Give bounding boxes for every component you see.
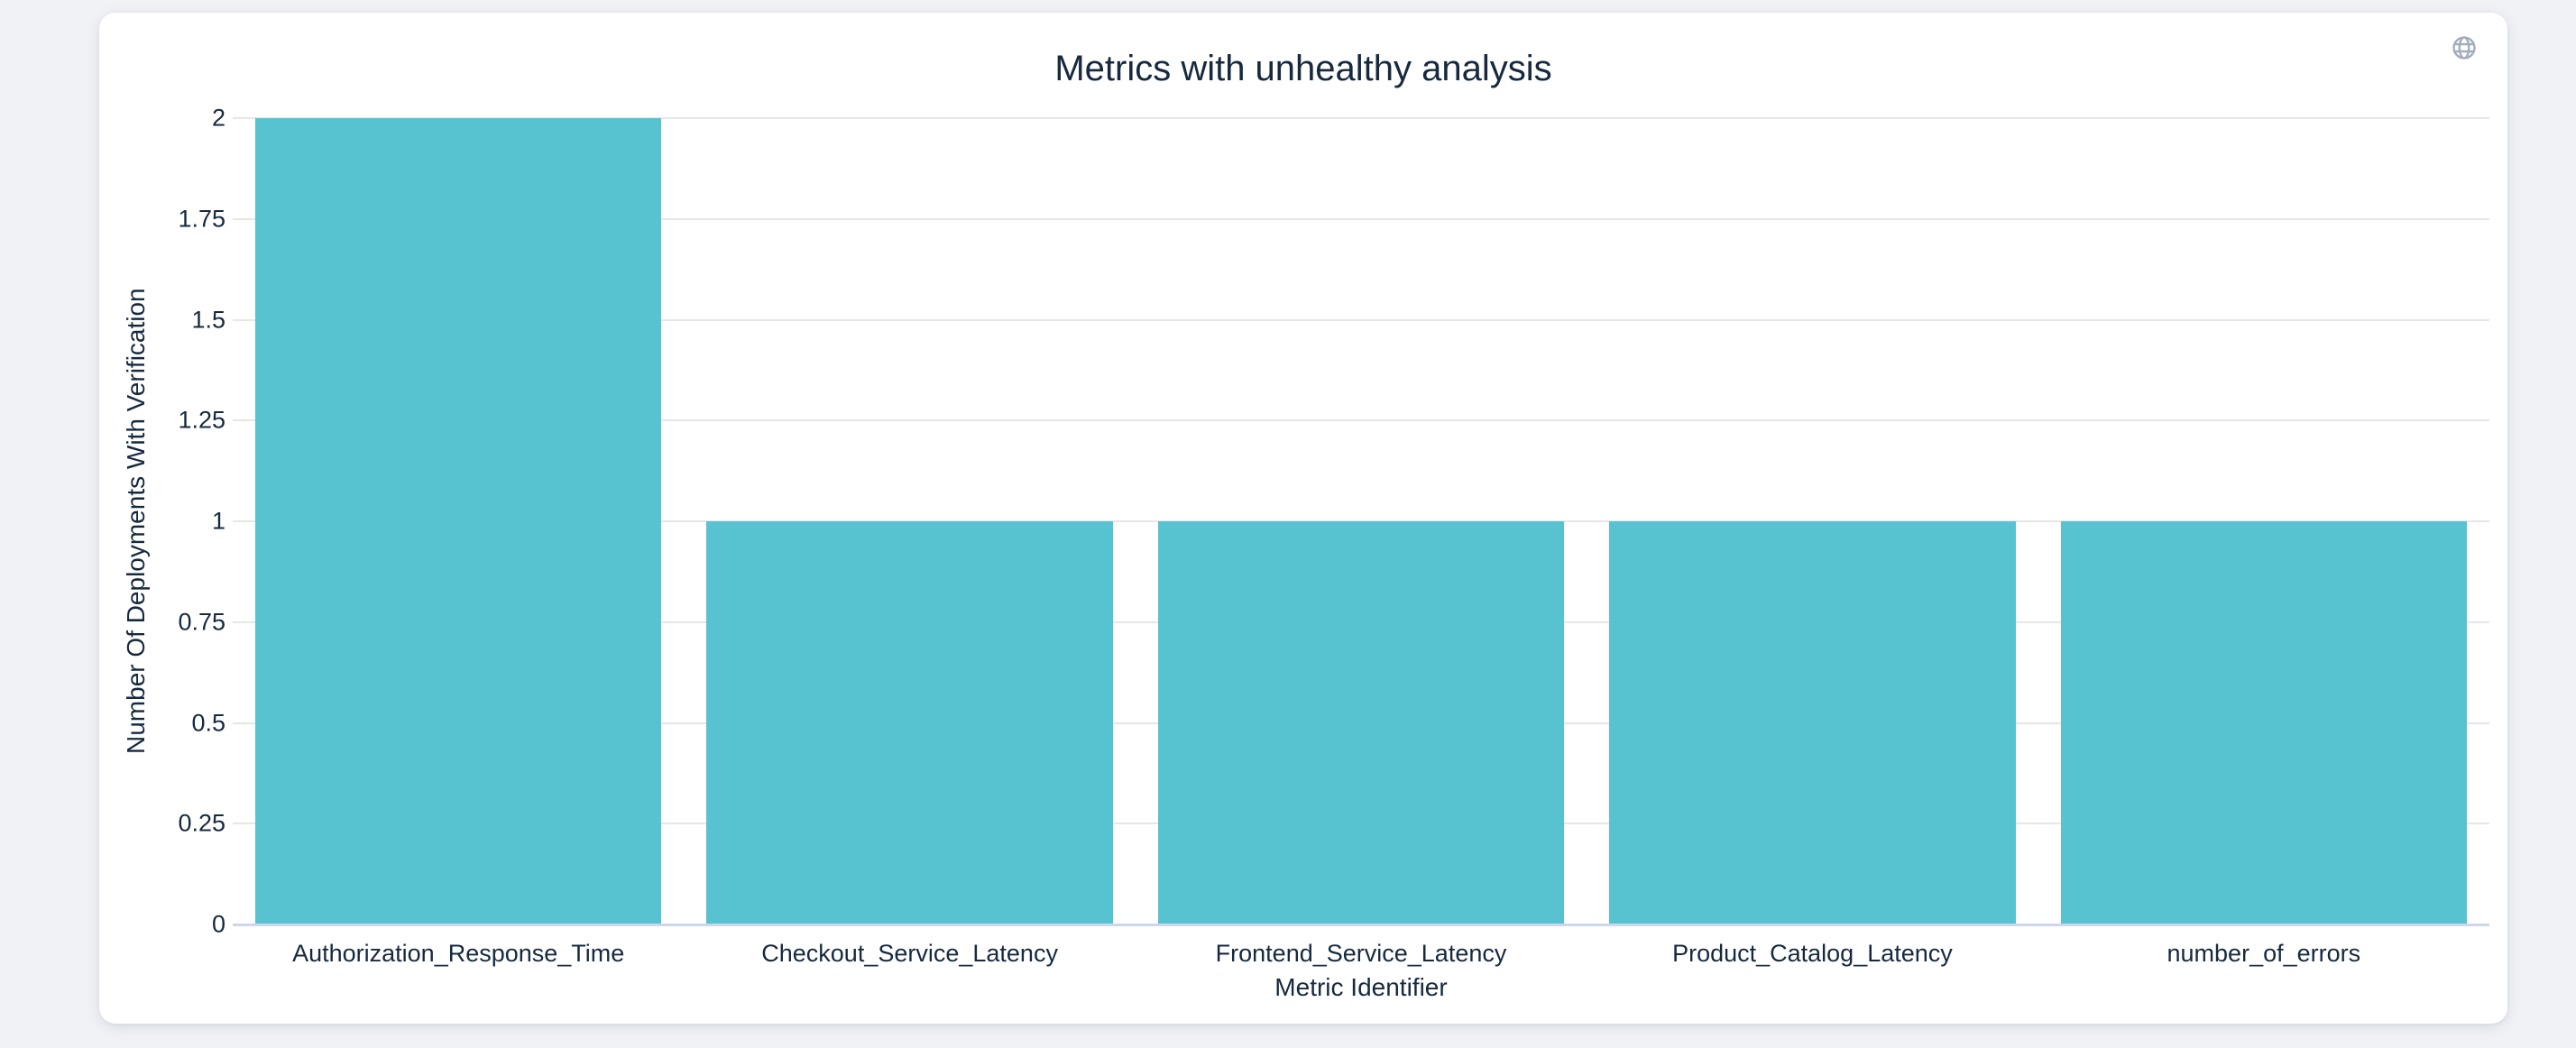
- bar[interactable]: [1609, 521, 2016, 924]
- bar[interactable]: [2060, 521, 2468, 924]
- bar-slot: [1587, 118, 2038, 924]
- bar-slot: [2038, 118, 2489, 924]
- y-tick-label: 1.25: [178, 406, 225, 434]
- bar-slot: [233, 118, 684, 924]
- y-tick-label: 0.5: [191, 709, 225, 736]
- chart-title: Metrics with unhealthy analysis: [1054, 49, 1552, 88]
- bar[interactable]: [706, 521, 1113, 924]
- y-tick-label: 1.5: [191, 306, 225, 333]
- y-tick-label: 2: [211, 104, 225, 132]
- y-tick-label: 1: [211, 507, 225, 535]
- bar-slot: [684, 118, 1135, 924]
- y-tick-label: 1.75: [178, 205, 225, 233]
- bar-slot: [1136, 118, 1587, 924]
- globe-button[interactable]: [2450, 33, 2479, 62]
- x-axis-title: Metric Identifier: [1274, 973, 1448, 1001]
- gridline: [233, 217, 2489, 220]
- bar[interactable]: [1157, 521, 1565, 924]
- x-tick-label: Authorization_Response_Time: [292, 940, 625, 967]
- globe-icon: [2452, 36, 2476, 60]
- x-axis-line: [233, 924, 2489, 926]
- chart-card: Metrics with unhealthy analysis Number O…: [99, 13, 2507, 1024]
- gridline: [233, 117, 2489, 119]
- y-tick-label: 0.25: [178, 809, 225, 837]
- y-tick-label: 0: [211, 910, 225, 938]
- x-axis-labels: Authorization_Response_Time Checkout_Serv…: [233, 938, 2489, 969]
- x-tick-label: Product_Catalog_Latency: [1672, 940, 1953, 967]
- plot-area: [233, 117, 2489, 926]
- x-tick-label: Checkout_Service_Latency: [761, 940, 1058, 967]
- bars-layer: [233, 118, 2489, 924]
- y-tick-label: 0.75: [178, 608, 225, 636]
- x-tick-label: number_of_errors: [2167, 940, 2361, 967]
- bar[interactable]: [255, 118, 662, 924]
- gridline: [233, 318, 2489, 321]
- x-tick-label: Frontend_Service_Latency: [1215, 940, 1507, 967]
- y-axis-labels: 0 0.25 0.5 0.75 1 1.25 1.5 1.75 2: [99, 105, 225, 938]
- gridline: [233, 419, 2489, 422]
